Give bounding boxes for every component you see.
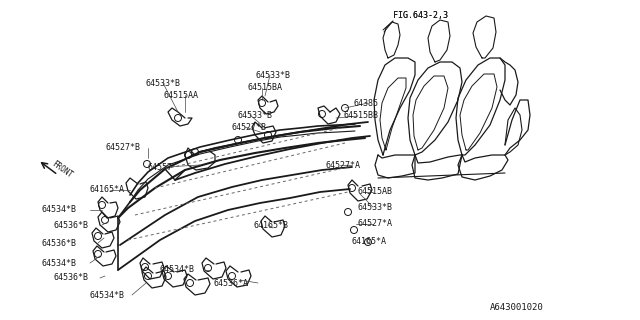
Text: 64527*B: 64527*B (105, 143, 140, 153)
Text: 64527*A: 64527*A (358, 220, 393, 228)
Text: 64533*B: 64533*B (256, 70, 291, 79)
Text: 64515BB: 64515BB (344, 111, 379, 121)
Text: 64536*A: 64536*A (213, 278, 248, 287)
Text: 64165*B: 64165*B (254, 220, 289, 229)
Text: 64536*B: 64536*B (54, 274, 89, 283)
Text: 64515BA: 64515BA (248, 84, 283, 92)
Text: 64527*A: 64527*A (325, 161, 360, 170)
Text: 64515AB: 64515AB (358, 188, 393, 196)
Text: 64527*B: 64527*B (232, 123, 267, 132)
Text: 64515AA: 64515AA (163, 91, 198, 100)
Text: 64536*B: 64536*B (42, 238, 77, 247)
Text: 64557: 64557 (148, 163, 173, 172)
Text: 64385: 64385 (354, 99, 379, 108)
Text: 64534*B: 64534*B (90, 291, 125, 300)
Text: 64534*B: 64534*B (42, 205, 77, 214)
Text: FIG.643-2,3: FIG.643-2,3 (393, 11, 448, 20)
Text: 64534*B: 64534*B (42, 259, 77, 268)
Text: A643001020: A643001020 (490, 303, 544, 313)
Text: 64536*B: 64536*B (54, 220, 89, 229)
Text: 64533*B: 64533*B (238, 110, 273, 119)
Text: 64533*B: 64533*B (358, 203, 393, 212)
Text: 64165*A: 64165*A (90, 186, 125, 195)
Text: 64165*A: 64165*A (352, 236, 387, 245)
Text: 64533*B: 64533*B (145, 78, 180, 87)
Text: 64534*B: 64534*B (160, 266, 195, 275)
Text: FIG.643-2,3: FIG.643-2,3 (393, 11, 448, 20)
Text: FRONT: FRONT (50, 160, 74, 180)
